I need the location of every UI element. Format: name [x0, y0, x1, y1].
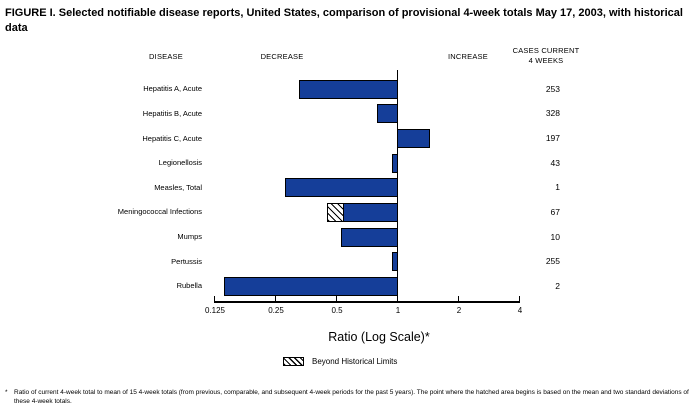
footnote-marker: * [5, 389, 8, 396]
x-axis-tick [275, 296, 276, 301]
footnote: * Ratio of current 4-week total to mean … [5, 388, 689, 406]
x-axis-line [214, 301, 520, 303]
bar-value: 2 [555, 280, 560, 291]
beyond-historical-limits-segment [326, 202, 345, 222]
x-axis-tick-label: 0.25 [268, 306, 284, 315]
x-axis-tick [519, 296, 520, 301]
bar [223, 276, 398, 296]
bar-label: Pertussis [171, 256, 202, 266]
column-header-disease: DISEASE [149, 52, 183, 61]
bar-value: 197 [545, 133, 560, 143]
bar-value: 1 [555, 182, 560, 193]
x-axis-tick-label: 0.125 [204, 306, 226, 315]
x-axis-tick-label: 2 [456, 306, 462, 315]
bar-label: Mumps [177, 232, 202, 242]
x-axis-tick [214, 296, 215, 301]
legend-label: Beyond Historical Limits [312, 357, 398, 366]
x-axis-tick-label: 0.5 [331, 306, 343, 315]
x-axis-tick [458, 296, 459, 301]
column-header-cases-line1: CASES CURRENT [512, 46, 580, 55]
x-axis-title: Ratio (Log Scale)* [328, 330, 430, 344]
footnote-text: Ratio of current 4-week total to mean of… [14, 389, 689, 406]
hatch-swatch-icon [283, 357, 304, 366]
figure-title: FIGURE I. Selected notifiable disease re… [5, 7, 683, 34]
bar-value: 67 [550, 206, 560, 217]
bar [392, 153, 398, 173]
column-header-cases-current: CASES CURRENT 4 WEEKS [513, 46, 580, 66]
bar [391, 252, 398, 272]
bar-value: 255 [545, 256, 560, 267]
bar-label: Measles, Total [154, 182, 202, 192]
bar-value: 10 [550, 231, 560, 242]
bar-value: 328 [545, 108, 560, 119]
column-header-cases-line2: 4 WEEKS [528, 55, 564, 65]
bar-label: Hepatitis C, Acute [142, 133, 202, 143]
x-axis-tick [336, 296, 337, 301]
bar [284, 178, 398, 198]
x-axis-tick-label: 1 [395, 306, 401, 315]
bar-label: Hepatitis B, Acute [142, 108, 202, 118]
bar-label: Rubella [176, 281, 202, 291]
bar [397, 129, 431, 148]
column-header-decrease: DECREASE [260, 52, 304, 61]
bar-value: 253 [545, 83, 560, 94]
x-axis-tick-label: 4 [517, 306, 523, 315]
x-axis-tick [397, 296, 398, 301]
bar-label: Hepatitis A, Acute [143, 84, 202, 94]
bar-label: Legionellosis [158, 158, 202, 168]
column-header-increase: INCREASE [448, 52, 488, 61]
bar [377, 104, 398, 124]
bar-value: 43 [550, 157, 560, 168]
bar-label: Meningococcal Infections [117, 207, 202, 217]
bar [299, 79, 398, 99]
bar [341, 227, 398, 247]
legend: Beyond Historical Limits [283, 357, 397, 366]
